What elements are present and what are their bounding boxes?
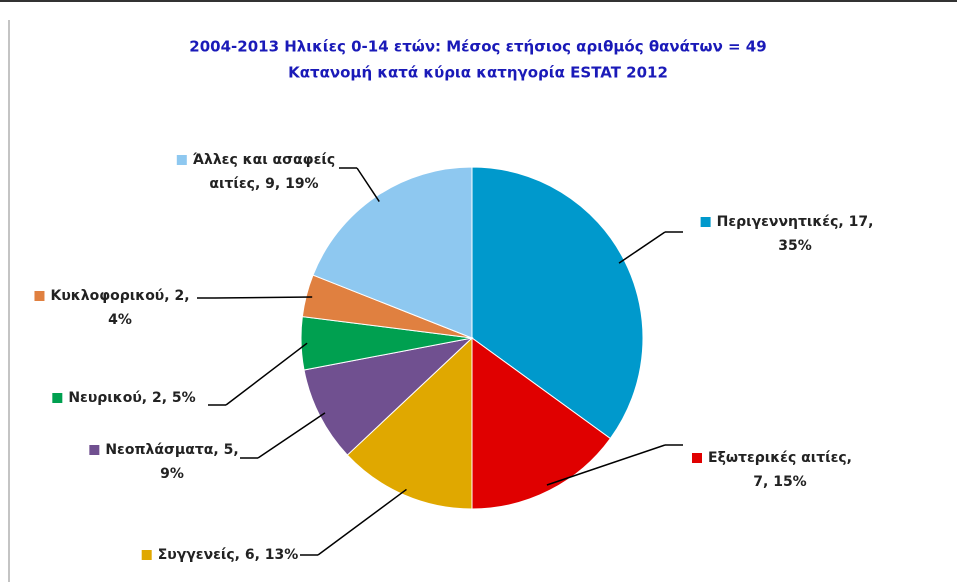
legend-swatch <box>700 217 711 227</box>
leader-line <box>356 167 380 202</box>
legend-swatch <box>141 550 152 560</box>
data-label: 4% <box>108 312 132 328</box>
data-label: 7, 15% <box>753 474 806 490</box>
legend-swatch <box>34 291 45 301</box>
legend-swatch <box>692 453 702 463</box>
data-label: Άλλες και ασαφείς <box>193 152 335 168</box>
data-label: Νευρικού, 2, 5% <box>68 390 195 406</box>
data-label: Νεοπλάσματα, 5, <box>105 442 238 458</box>
pie-slice <box>346 336 473 510</box>
leader-line <box>214 296 313 299</box>
chart-subtitle: Κατανομή κατά κύρια κατηγορία ESTAT 2012 <box>288 64 668 82</box>
leader-line <box>546 444 666 486</box>
leader-line <box>618 231 666 264</box>
data-label: αιτίες, 9, 19% <box>209 176 318 192</box>
data-label: 35% <box>778 238 812 254</box>
data-label: Κυκλοφορικού, 2, <box>50 288 189 304</box>
leader-line <box>225 342 308 406</box>
data-label: Εξωτερικές αιτίες, <box>708 450 852 466</box>
data-label: 9% <box>160 466 184 482</box>
data-label: Περιγεννητικές, 17, <box>717 214 874 230</box>
legend-swatch <box>176 155 187 165</box>
legend-swatch <box>89 445 100 455</box>
legend-swatch <box>52 393 63 403</box>
chart-title: 2004-2013 Ηλικίες 0-14 ετών: Μέσος ετήσι… <box>189 38 766 56</box>
data-label: Συγγενείς, 6, 13% <box>158 547 299 563</box>
leader-line <box>317 488 407 556</box>
pie-slice <box>471 337 612 510</box>
leader-line <box>257 412 326 459</box>
